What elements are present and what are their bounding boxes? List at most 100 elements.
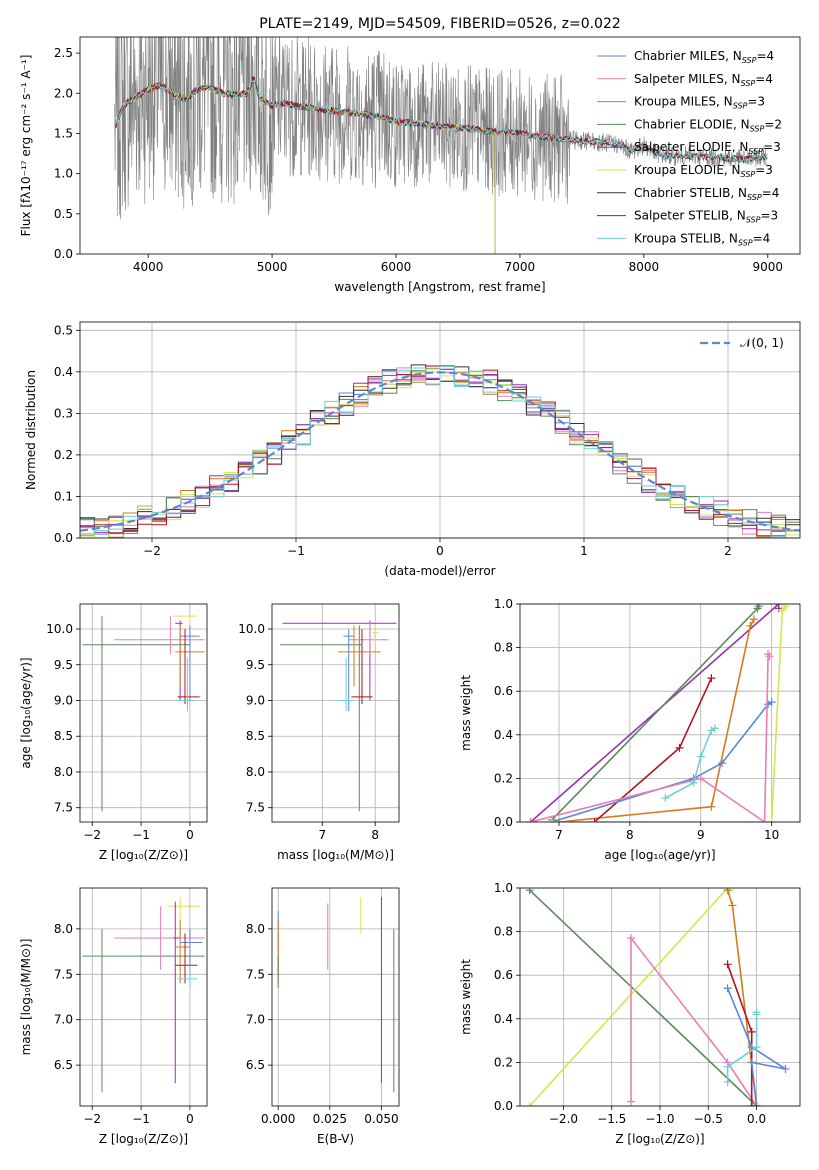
legend-label: Chabrier MILES, NSSP=4 bbox=[634, 49, 774, 65]
y-tick-label: 8.5 bbox=[246, 729, 265, 743]
plot-area bbox=[82, 897, 205, 1093]
data-point-marker bbox=[781, 604, 790, 611]
y-axis-label: mass weight bbox=[459, 675, 473, 751]
legend-label-tail: =4 bbox=[756, 49, 774, 63]
y-tick-label: 0.4 bbox=[494, 1012, 513, 1026]
cumulative-weight-line bbox=[551, 605, 760, 821]
x-tick-label: −0.5 bbox=[694, 1112, 723, 1126]
plot-area bbox=[80, 364, 800, 538]
cumulative-weight-line bbox=[530, 604, 780, 822]
y-tick-label: 0.8 bbox=[494, 641, 513, 655]
x-tick-label: 1 bbox=[580, 544, 588, 558]
legend-label-main: Salpeter MILES, N bbox=[634, 72, 741, 86]
y-tick-label: 8.0 bbox=[246, 922, 265, 936]
cumulative-weight-line bbox=[630, 935, 758, 1106]
legend-label-main: Chabrier STELIB, N bbox=[634, 186, 747, 200]
mass-vs-age-panel: 7 8 7.5 8.0 8.5 9.0 9.5 10.0 mass [log₁₀(M/M⊙)] bbox=[238, 603, 400, 862]
data-point-marker bbox=[696, 752, 705, 761]
y-tick-label: 7.5 bbox=[54, 801, 73, 815]
data-point-marker bbox=[723, 1078, 732, 1087]
y-tick-label: 1.0 bbox=[494, 597, 513, 611]
y-tick-label: 8.0 bbox=[246, 765, 265, 779]
metallicity-vs-age-panel: −2 −1 0 7.5 8.0 8.5 9.0 9.5 10.0 Z [log₁₀(Z/Z⊙)] a… bbox=[19, 603, 208, 862]
y-tick-label: 0.1 bbox=[54, 489, 73, 503]
y-tick-label: 0.2 bbox=[494, 1055, 513, 1069]
x-tick-label: 8 bbox=[371, 828, 379, 842]
data-point-marker bbox=[547, 818, 556, 822]
legend-label-sub: SSP bbox=[741, 79, 756, 88]
x-tick-label: 7 bbox=[555, 828, 563, 842]
axes-frame bbox=[271, 603, 400, 823]
x-tick-label: 7000 bbox=[505, 260, 536, 274]
axes-frame bbox=[271, 887, 400, 1107]
x-tick-label: −1 bbox=[132, 828, 150, 842]
x-tick-label: 2 bbox=[724, 544, 732, 558]
x-axis-label: wavelength [Angstrom, rest frame] bbox=[334, 280, 545, 294]
data-point-marker bbox=[752, 1008, 761, 1017]
errorbar bbox=[82, 616, 190, 812]
x-tick-label: 9 bbox=[697, 828, 705, 842]
data-point-marker bbox=[746, 621, 755, 630]
y-tick-label: 0.0 bbox=[54, 247, 73, 261]
cumulative-weight-line bbox=[530, 651, 771, 822]
data-point-marker bbox=[767, 818, 776, 822]
errorbar bbox=[348, 621, 389, 655]
data-point-marker bbox=[752, 1102, 761, 1106]
data-point-marker bbox=[728, 901, 737, 910]
normal-reference-curve bbox=[80, 371, 800, 532]
data-point-marker bbox=[661, 794, 670, 803]
legend-label: Salpeter STELIB, NSSP=3 bbox=[634, 209, 778, 225]
y-tick-label: 7.5 bbox=[246, 801, 265, 815]
x-tick-label: 9000 bbox=[753, 260, 784, 274]
x-tick-label: −2 bbox=[83, 1112, 101, 1126]
legend-label-tail: =4 bbox=[755, 72, 773, 86]
data-point-marker bbox=[723, 1062, 732, 1071]
x-tick-label: 0.000 bbox=[261, 1112, 295, 1126]
data-point-marker bbox=[590, 818, 599, 822]
x-tick-label: 10 bbox=[764, 828, 779, 842]
errorbar bbox=[114, 616, 205, 655]
y-tick-label: 1.5 bbox=[54, 126, 73, 140]
legend-label-sub: SSP bbox=[748, 147, 763, 156]
data-point-marker bbox=[707, 726, 716, 735]
x-axis-label: Z [log₁₀(Z/Z⊙)] bbox=[615, 1132, 704, 1146]
legend-label: 𝒩(0, 1) bbox=[740, 336, 784, 350]
legend: 𝒩(0, 1) bbox=[700, 336, 784, 350]
residual-histogram-panel: −2 −1 0 1 2 0.0 0.1 0.2 0.3 0.4 0.5 (data-model)/er… bbox=[24, 321, 801, 578]
metallicity-vs-mass-panel: −2 −1 0 6.5 7.0 7.5 8.0 Z [log₁₀(Z/Z⊙)] mass [lo… bbox=[19, 887, 208, 1146]
y-tick-label: 9.0 bbox=[246, 693, 265, 707]
data-point-marker bbox=[747, 1102, 756, 1106]
x-tick-label: −1.0 bbox=[645, 1112, 674, 1126]
plot-area bbox=[525, 888, 790, 1106]
legend-label-tail: =4 bbox=[753, 231, 771, 245]
y-tick-label: 7.5 bbox=[54, 967, 73, 981]
x-axis-label: age [log₁₀(age/yr)] bbox=[604, 848, 715, 862]
y-tick-label: 0.0 bbox=[494, 1099, 513, 1113]
data-point-marker bbox=[689, 778, 698, 787]
x-tick-label: 8 bbox=[626, 828, 634, 842]
legend-label-tail: =3 bbox=[747, 95, 765, 109]
x-tick-label: 0.025 bbox=[313, 1112, 347, 1126]
y-axis-label: Flux [fλ10⁻¹⁷ erg cm⁻² s⁻¹ A⁻¹] bbox=[19, 55, 33, 237]
y-tick-label: 0.6 bbox=[494, 684, 513, 698]
data-point-marker bbox=[723, 888, 732, 895]
errorbar bbox=[282, 620, 397, 701]
x-tick-label: 8000 bbox=[629, 260, 660, 274]
legend-label-tail: =2 bbox=[764, 117, 782, 131]
y-tick-label: 9.5 bbox=[246, 658, 265, 672]
data-point-marker bbox=[754, 604, 763, 611]
x-tick-label: −1 bbox=[132, 1112, 150, 1126]
y-tick-label: 0.0 bbox=[54, 531, 73, 545]
plot-area bbox=[279, 620, 397, 812]
axes-frame bbox=[519, 603, 801, 823]
x-tick-label: 7 bbox=[318, 828, 326, 842]
legend-label-main: Kroupa MILES, N bbox=[634, 95, 733, 109]
y-axis-label: mass [log₁₀(M/M⊙)] bbox=[19, 939, 33, 1056]
cumulative-weight-line bbox=[529, 888, 731, 1106]
errorbar bbox=[180, 625, 200, 701]
cumulative-weight-line bbox=[529, 889, 758, 1106]
data-point-marker bbox=[778, 606, 787, 615]
x-tick-label: 0 bbox=[436, 544, 444, 558]
data-point-marker bbox=[747, 1027, 756, 1036]
metallicity-vs-mass-weight-panel: −2.0 −1.5 −1.0 −0.5 0.0 0.0 0.2 0.4 0.6 0.8 1.0 Z [… bbox=[459, 881, 801, 1146]
